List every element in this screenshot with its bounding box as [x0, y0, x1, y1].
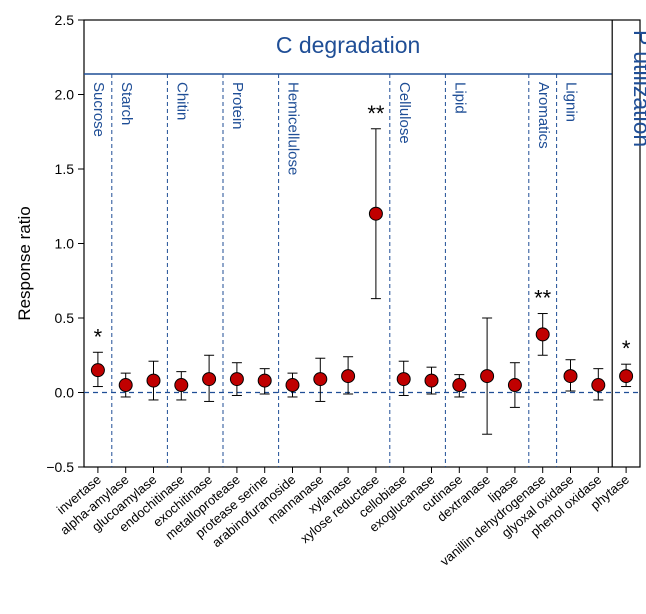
- data-point-mannanase: [313, 372, 328, 387]
- data-point-invertase: [90, 363, 105, 378]
- data-point-cellobiase: [396, 372, 411, 387]
- group-label-aromatics: Aromatics: [535, 82, 552, 149]
- significance-marker: **: [367, 101, 385, 126]
- group-label-chitin: Chitin: [173, 82, 190, 120]
- data-point-alpha-amylase: [118, 378, 133, 393]
- data-point-phytase: [619, 369, 634, 384]
- group-label-hemicellulose: Hemicellulose: [285, 82, 302, 175]
- y-tick-label: 1.5: [55, 161, 75, 177]
- group-label-sucrose: Sucrose: [90, 82, 107, 137]
- y-tick-label: 2.0: [55, 87, 75, 103]
- y-tick-label: 0.0: [55, 385, 75, 401]
- data-point-vanillin-dehydrogenase: [535, 327, 550, 342]
- data-point-glyoxal-oxidase: [563, 369, 578, 384]
- data-point-exochitinase: [202, 372, 217, 387]
- data-point-metalloprotease: [229, 372, 244, 387]
- data-point-xylose-reductase: [368, 206, 383, 221]
- group-label-starch: Starch: [118, 82, 135, 125]
- group-label-cellulose: Cellulose: [396, 82, 413, 144]
- y-tick-label: −0.5: [46, 459, 74, 475]
- significance-marker: *: [94, 324, 103, 349]
- data-point-xylanase: [341, 369, 356, 384]
- data-point-arabinofuranoside: [285, 378, 300, 393]
- data-point-cutinase: [452, 378, 467, 393]
- data-point-phenol-oxidase: [591, 378, 606, 393]
- y-tick-label: 1.0: [55, 236, 75, 252]
- group-label-lignin: Lignin: [563, 82, 580, 122]
- y-tick-label: 2.5: [55, 12, 75, 28]
- group-label-protein: Protein: [229, 82, 246, 130]
- section-label-c-degradation: C degradation: [276, 32, 421, 58]
- data-point-protease-serine: [257, 373, 272, 388]
- data-point-dextranase: [480, 369, 495, 384]
- significance-marker: **: [534, 286, 552, 311]
- data-point-glucoamylase: [146, 373, 161, 388]
- y-axis-label: Response ratio: [15, 206, 34, 320]
- section-label-p-utilization: P utilization: [629, 30, 646, 147]
- data-point-lipase: [507, 378, 522, 393]
- group-label-lipid: Lipid: [451, 82, 468, 114]
- data-point-endochitinase: [174, 378, 189, 393]
- data-point-exoglucanase: [424, 373, 439, 388]
- significance-marker: *: [622, 336, 631, 361]
- y-tick-label: 0.5: [55, 310, 75, 326]
